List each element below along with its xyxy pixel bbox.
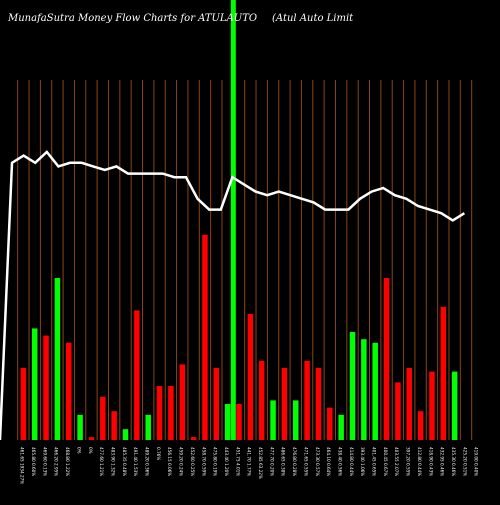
x-tick-label: 451.75 4.01%: [235, 447, 240, 476]
money-flow-bar: [43, 335, 49, 440]
x-tick-label: 0.76%: [156, 447, 161, 460]
x-tick-label: 469.60 0.13%: [42, 447, 47, 476]
money-flow-bar: [134, 310, 140, 440]
money-flow-bar: [338, 414, 344, 440]
money-flow-bar: [451, 371, 458, 440]
money-flow-bar: [31, 328, 38, 440]
money-flow-bar: [168, 386, 174, 440]
bar-layer: [20, 234, 458, 440]
x-tick-label: 443.40 1.20%: [224, 447, 229, 476]
money-flow-bar: [327, 407, 333, 440]
x-tick-label: 485.35 0.48%: [122, 447, 127, 476]
x-tick-label: 438.40 0.56%: [337, 447, 342, 476]
money-flow-bar: [349, 332, 356, 440]
x-tick-label: 466.20 2.95%: [54, 447, 59, 476]
x-tick-label: 458.70 0.59%: [201, 447, 206, 476]
chart-title: MunafaSutra Money Flow Charts for ATULAU…: [8, 13, 258, 24]
money-flow-bar: [417, 411, 424, 440]
money-flow-bar: [247, 314, 254, 440]
x-tick-label: 464.10 0.64%: [326, 447, 331, 476]
money-flow-bar: [88, 437, 95, 440]
x-tick-label: 393.40 1.06%: [360, 447, 365, 476]
price-line: [0, 150, 466, 441]
money-flow-bar: [213, 368, 220, 440]
x-tick-label: 477.60 1.21%: [99, 447, 104, 476]
money-flow-bar: [361, 339, 367, 440]
money-flow-bar: [100, 396, 106, 440]
x-tick-label: 418.90 0.43%: [428, 447, 433, 476]
label-layer: 461.65 1934.27% 465.80 0.60% 469.60 0.13% 4…: [20, 447, 479, 484]
x-tick-label: 489.20 0.36%: [145, 447, 150, 476]
x-tick-label: 483.90 1.32%: [110, 447, 115, 476]
money-flow-bar: [429, 371, 435, 440]
money-flow-bar: [440, 306, 447, 440]
line-layer: [0, 150, 466, 441]
money-flow-bar: [224, 404, 231, 440]
x-tick-label: 486.65 0.38%: [281, 447, 286, 476]
x-tick-label: 414.80 0.44%: [349, 447, 354, 476]
money-flow-bar: [20, 368, 27, 440]
money-flow-bar: [111, 411, 117, 440]
x-tick-label: 477.70 0.20%: [269, 447, 274, 476]
money-flow-bar: [281, 368, 288, 440]
money-flow-bar: [406, 368, 412, 440]
x-tick-label: 0%: [88, 447, 93, 454]
x-tick-label: 491.40 1.53%: [133, 447, 138, 476]
highlight-column: [230, 0, 236, 440]
money-flow-bar: [304, 360, 310, 440]
money-flow-bar: [258, 360, 265, 440]
money-flow-bar: [190, 437, 197, 440]
x-tick-label: 461.65 1934.27%: [20, 447, 25, 484]
x-tick-label: 473.30 0.57%: [315, 447, 320, 476]
money-flow-bar: [122, 429, 129, 440]
highlight-layer: [230, 0, 236, 440]
grid-layer: [17, 80, 473, 440]
money-flow-bar: [145, 414, 151, 440]
money-flow-bar: [270, 400, 276, 440]
x-tick-label: 456.15 0.06%: [167, 447, 172, 476]
money-flow-bar: [54, 278, 61, 440]
x-tick-label: 452.85 63.22%: [258, 447, 263, 479]
money-flow-bar: [395, 382, 401, 440]
money-flow-bar: [315, 368, 322, 440]
x-tick-label: 465.80 0.60%: [31, 447, 36, 476]
x-tick-label: 412.80 0.44%: [417, 447, 422, 476]
x-tick-label: 400.45 0.67%: [383, 447, 388, 476]
x-tick-label: 0%: [76, 447, 81, 454]
x-tick-label: 435.30 0.46%: [451, 447, 456, 476]
x-tick-label: 476.80 0.28%: [292, 447, 297, 476]
money-flow-bar: [179, 364, 185, 440]
x-tick-label: 475.80 0.19%: [213, 447, 218, 476]
x-tick-label: 459.20 0.24%: [179, 447, 184, 476]
x-tick-label: 468.80 1.22%: [65, 447, 70, 476]
money-flow-bar: [66, 342, 72, 440]
x-tick-label: 403.55 2.07%: [394, 447, 399, 476]
money-flow-bar: [77, 414, 83, 440]
x-tick-label: 471.65 0.55%: [303, 447, 308, 476]
money-flow-bar: [236, 404, 242, 440]
x-tick-label: 425.20 0.51%: [462, 447, 467, 476]
x-tick-label: 432.95 0.46%: [440, 447, 445, 476]
x-tick-label: 441.70 1.77%: [247, 447, 252, 476]
x-tick-label: 419.00 0.40%: [474, 447, 479, 476]
chart-subtitle: (Atul Auto Limit: [272, 13, 354, 24]
money-flow-bar: [293, 400, 299, 440]
money-flow-bar: [156, 386, 163, 440]
money-flow-bar: [383, 278, 390, 440]
x-tick-label: 401.45 0.65%: [372, 447, 377, 476]
x-tick-label: 452.60 0.25%: [190, 447, 195, 476]
money-flow-bar: [202, 234, 208, 440]
x-tick-label: 397.20 0.55%: [406, 447, 411, 476]
money-flow-bar: [372, 342, 378, 440]
